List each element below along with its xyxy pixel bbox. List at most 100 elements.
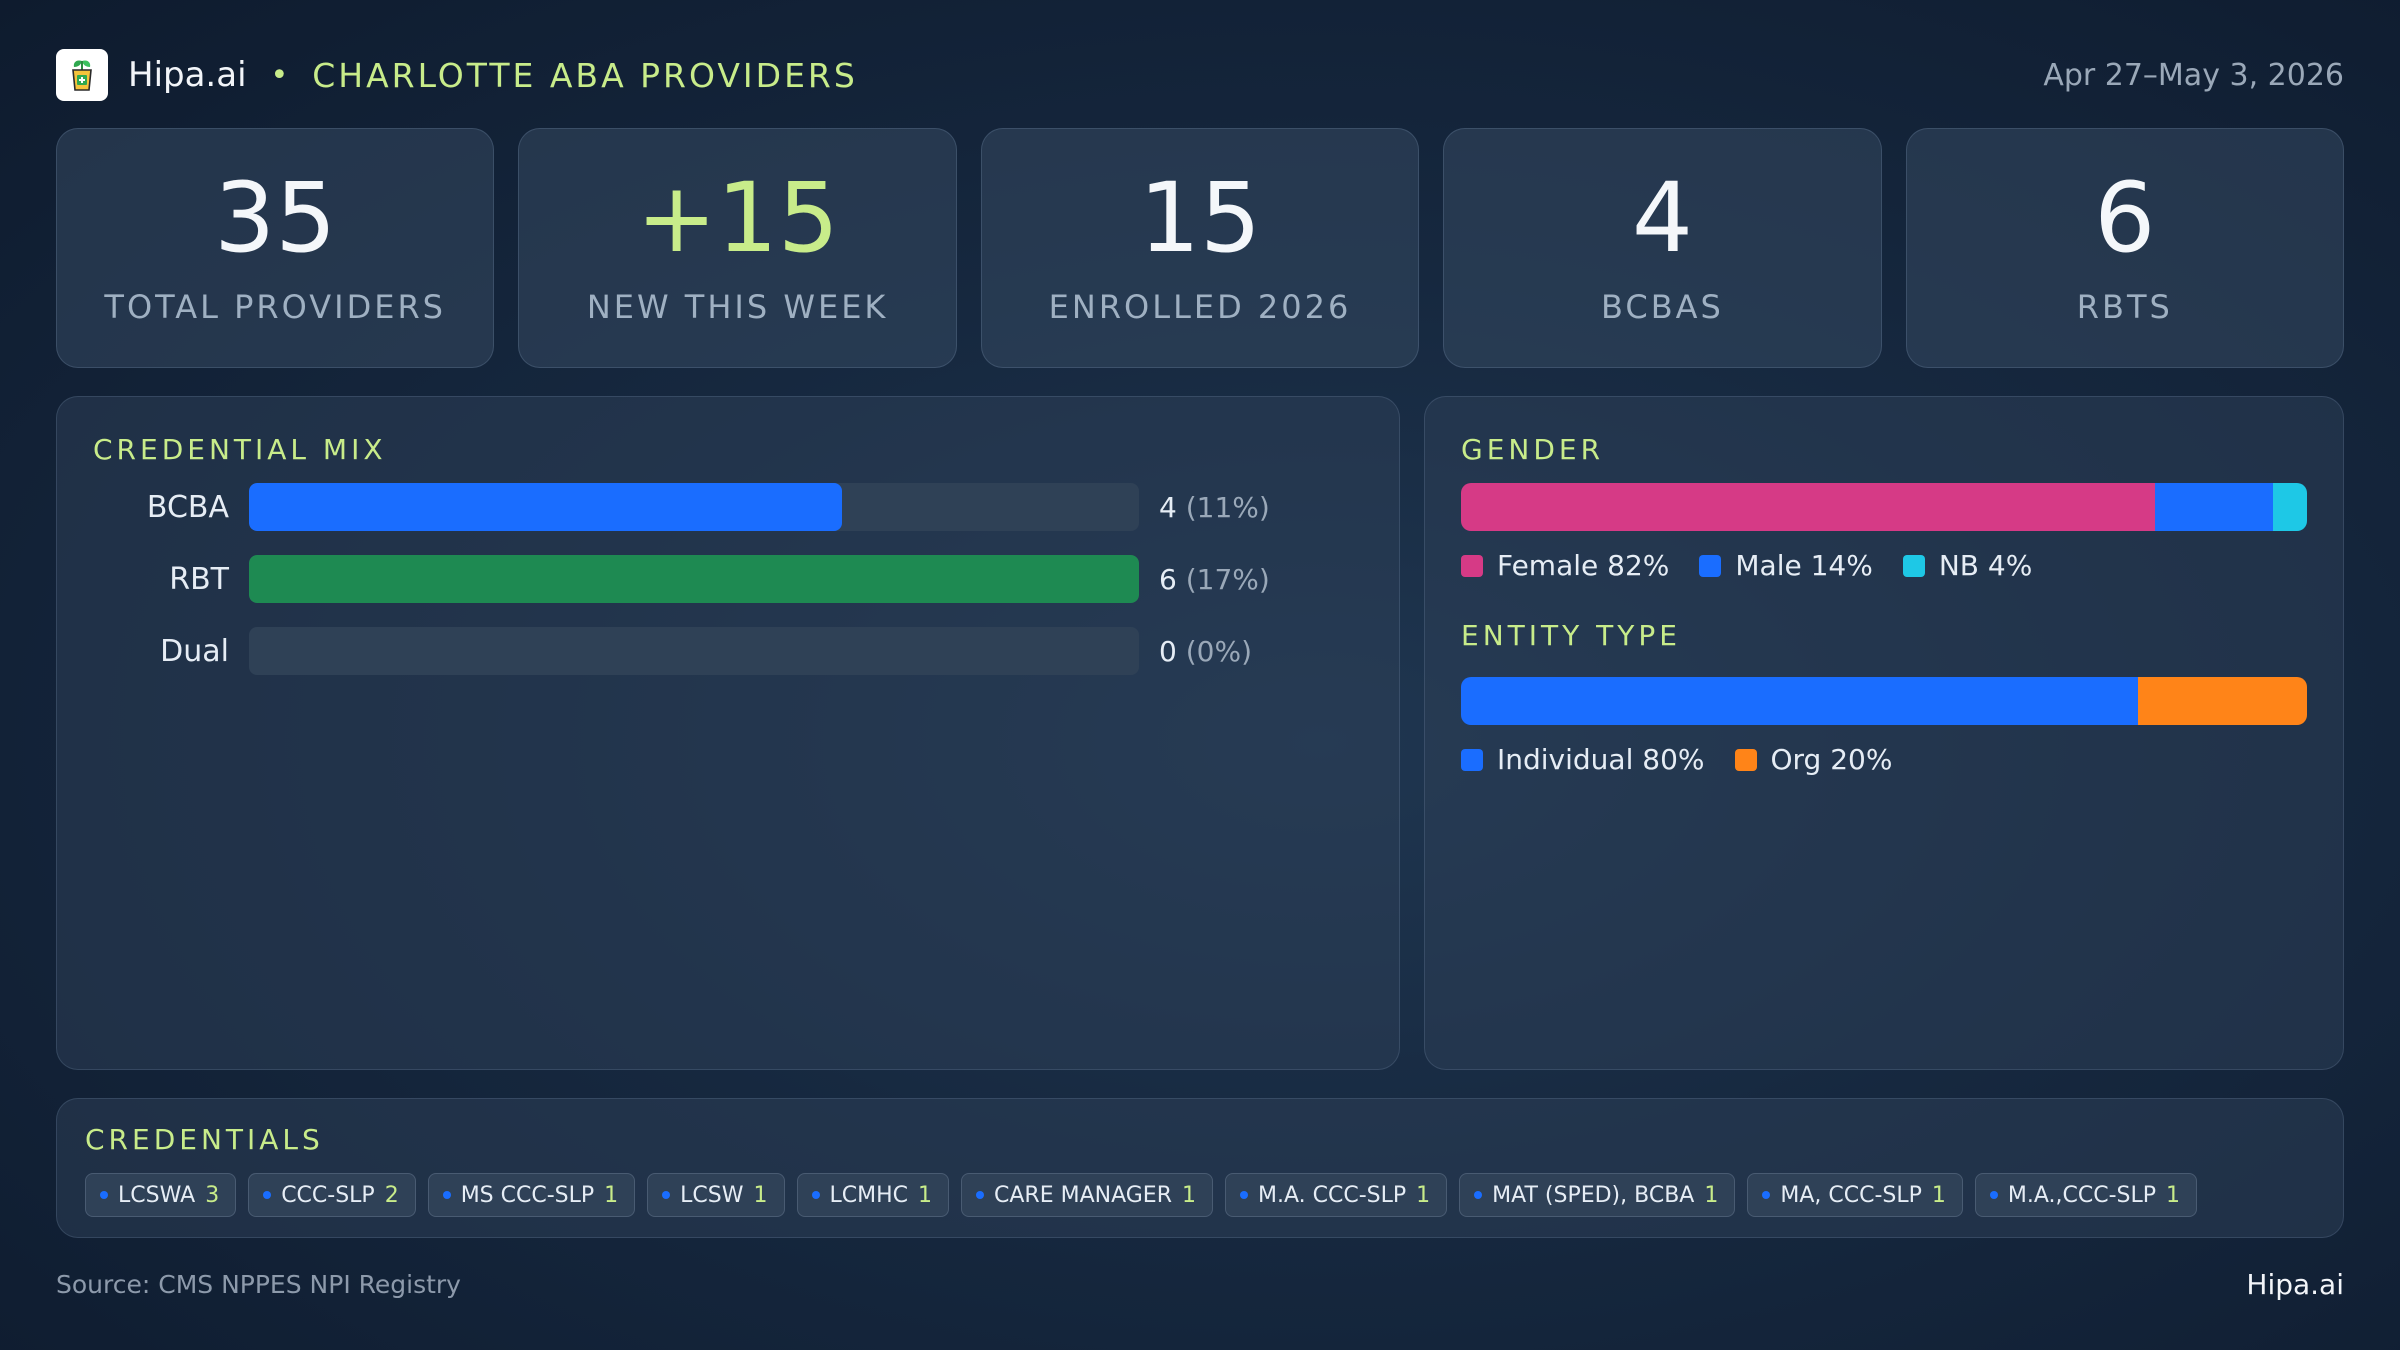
- gender-legend: Female 82% Male 14% NB 4%: [1461, 549, 2062, 582]
- dot-icon: [1474, 1191, 1483, 1199]
- stack-segment-individual: [1461, 677, 2138, 725]
- bar-value-label: 0 (0%): [1159, 635, 1252, 668]
- cup-plant-icon: [72, 60, 92, 91]
- credential-name: LCSWA: [118, 1182, 196, 1208]
- credential-name: LCSW: [680, 1182, 744, 1208]
- legend-label: Male 14%: [1735, 549, 1873, 582]
- kpi-value: 15: [1138, 162, 1262, 274]
- bar-percent: (11%): [1185, 490, 1270, 524]
- credential-name: CARE MANAGER: [994, 1182, 1172, 1208]
- legend-swatch: [1461, 554, 1483, 577]
- dot-icon: [662, 1191, 671, 1199]
- legend-label: NB 4%: [1938, 549, 2033, 582]
- credential-count: 1: [1704, 1182, 1719, 1208]
- bar-percent: (17%): [1185, 562, 1270, 596]
- source-note: Source: CMS NPPES NPI Registry: [56, 1270, 461, 1299]
- legend-item-female: Female 82%: [1461, 549, 1669, 582]
- gender-stacked-bar: [1461, 483, 2307, 531]
- legend-item-male: Male 14%: [1699, 549, 1873, 582]
- credential-name: MA, CCC-SLP: [1780, 1182, 1922, 1208]
- credential-count: 3: [205, 1182, 220, 1208]
- bar-track: [249, 555, 1139, 603]
- credential-chip: LCMHC 1: [796, 1173, 950, 1217]
- credential-chip: M.A.,CCC-SLP 1: [1974, 1173, 2198, 1217]
- kpi-value: +15: [636, 162, 839, 274]
- dot-icon: [1240, 1191, 1248, 1199]
- kpi-value: 4: [1631, 162, 1693, 274]
- header: Hipa.ai • CHARLOTTE ABA PROVIDERS Apr 27…: [56, 48, 2344, 102]
- credential-name: CCC-SLP: [281, 1182, 375, 1208]
- credential-chip: LCSWA 3: [85, 1173, 237, 1217]
- credential-chip: LCSW 1: [647, 1173, 785, 1217]
- credential-mix-panel: CREDENTIAL MIX BCBA 4 (11%) RBT 6 (17%) …: [56, 396, 1400, 1070]
- page-title: CHARLOTTE ABA PROVIDERS: [312, 55, 858, 95]
- legend-swatch: [1734, 748, 1757, 771]
- entity-type-legend: Individual 80% Org 20%: [1461, 743, 1922, 776]
- legend-swatch: [1699, 554, 1722, 577]
- bar-percent: (0%): [1185, 634, 1253, 668]
- credential-count: 1: [1931, 1182, 1946, 1208]
- bar-value-label: 6 (17%): [1159, 563, 1270, 596]
- stack-segment-nb: [2273, 483, 2307, 531]
- credential-count: 1: [753, 1182, 768, 1208]
- credential-count: 1: [604, 1182, 619, 1208]
- bar-rbt: [249, 555, 1139, 603]
- legend-label: Female 82%: [1497, 549, 1670, 582]
- credential-chip: M.A. CCC-SLP 1: [1225, 1173, 1448, 1217]
- bar-label: BCBA: [146, 489, 229, 525]
- dot-icon: [263, 1191, 272, 1199]
- bar-label: Dual: [160, 633, 229, 669]
- demographics-panel: GENDER Female 82% Male 14% NB 4% ENTITY TY…: [1424, 396, 2344, 1070]
- credential-count: 1: [918, 1182, 933, 1208]
- kpi-card-rbts: 6 RBTS: [1905, 128, 2345, 368]
- kpi-card-new-this-week: +15 NEW THIS WEEK: [518, 128, 957, 368]
- dot-icon: [1989, 1191, 1998, 1199]
- stack-segment-female: [1461, 483, 2155, 531]
- credentials-title: CREDENTIALS: [85, 1123, 324, 1156]
- credential-count: 1: [2166, 1182, 2181, 1208]
- logo: [56, 49, 108, 101]
- legend-item-individual: Individual 80%: [1461, 743, 1705, 776]
- title-separator: •: [270, 57, 289, 93]
- kpi-label: TOTAL PROVIDERS: [104, 288, 446, 326]
- dot-icon: [100, 1191, 108, 1199]
- stack-segment-male: [2154, 483, 2274, 531]
- bar-row-rbt: RBT 6 (17%): [93, 555, 1270, 603]
- legend-swatch: [1461, 748, 1483, 771]
- dot-icon: [811, 1191, 820, 1199]
- kpi-label: NEW THIS WEEK: [586, 288, 889, 326]
- legend-item-org: Org 20%: [1734, 743, 1893, 776]
- bar-count: 6: [1159, 562, 1177, 596]
- credentials-panel: CREDENTIALS LCSWA 3 CCC-SLP 2 MS CCC-SLP 1 LCS…: [56, 1098, 2344, 1238]
- credential-count: 2: [384, 1182, 399, 1208]
- entity-type-stacked-bar: [1461, 677, 2307, 725]
- stack-segment-org: [2137, 677, 2307, 725]
- legend-item-nb: NB 4%: [1902, 549, 2033, 582]
- bar-track: [249, 483, 1139, 531]
- credential-name: MAT (SPED), BCBA: [1492, 1182, 1695, 1208]
- bar-count: 4: [1159, 490, 1177, 524]
- legend-label: Org 20%: [1770, 743, 1893, 776]
- entity-type-title: ENTITY TYPE: [1461, 619, 1681, 652]
- credential-chip-list: LCSWA 3 CCC-SLP 2 MS CCC-SLP 1 LCSW 1 LCMHC 1 CARE…: [85, 1173, 2198, 1217]
- credential-chip: MAT (SPED), BCBA 1: [1459, 1173, 1736, 1217]
- bar-count: 0: [1159, 634, 1177, 668]
- credential-chip: CARE MANAGER 1: [961, 1173, 1213, 1217]
- credential-count: 1: [1416, 1182, 1431, 1208]
- credential-chip: MS CCC-SLP 1: [427, 1173, 636, 1217]
- bar-row-dual: Dual 0 (0%): [93, 627, 1252, 675]
- credential-name: LCMHC: [829, 1182, 909, 1208]
- legend-swatch: [1902, 554, 1925, 577]
- kpi-card-bcbas: 4 BCBAS: [1443, 128, 1882, 368]
- kpi-label: BCBAS: [1600, 288, 1724, 326]
- credential-name: MS CCC-SLP: [460, 1182, 595, 1208]
- bar-label: RBT: [169, 561, 229, 597]
- date-range: Apr 27–May 3, 2026: [2043, 57, 2344, 93]
- credential-chip: MA, CCC-SLP 1: [1747, 1173, 1963, 1217]
- kpi-card-enrolled-2026: 15 ENROLLED 2026: [980, 128, 1420, 368]
- footer-brand: Hipa.ai: [2246, 1268, 2344, 1301]
- credential-name: M.A. CCC-SLP: [1258, 1182, 1407, 1208]
- credential-name: M.A.,CCC-SLP: [2007, 1182, 2157, 1208]
- dot-icon: [442, 1191, 451, 1199]
- kpi-value: 35: [214, 162, 337, 274]
